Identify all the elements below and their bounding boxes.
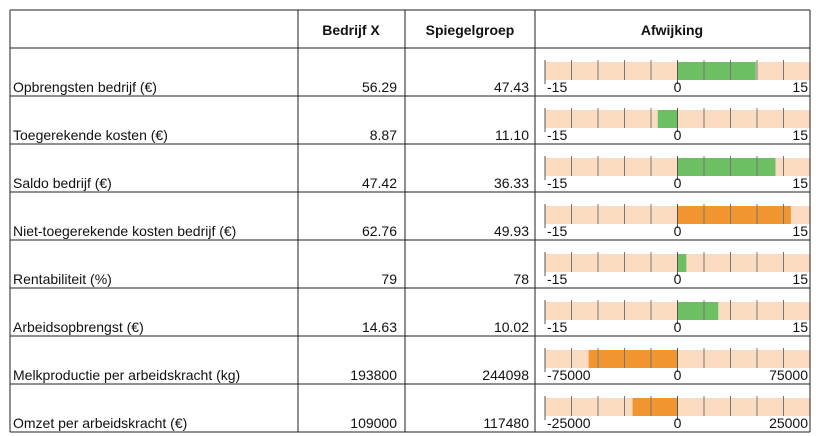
row-label: Opbrengsten bedrijf (€) <box>13 79 157 95</box>
deviation-bar <box>677 302 719 320</box>
tick-label: -15 <box>547 223 567 239</box>
cell-value: 117480 <box>483 415 529 431</box>
tick-label: 15 <box>792 223 808 239</box>
row-label: Saldo bedrijf (€) <box>13 175 112 191</box>
deviation-bar <box>677 62 756 80</box>
deviation-bar <box>657 110 678 128</box>
tick-label: -15 <box>547 175 567 191</box>
cell-value: 14.63 <box>362 319 397 335</box>
cell-value: 47.42 <box>362 175 397 191</box>
tick-label: 15 <box>792 319 808 335</box>
cell-value: 56.29 <box>362 79 397 95</box>
row-label: Rentabiliteit (%) <box>13 271 112 287</box>
deviation-bar <box>677 206 791 224</box>
tick-label: 0 <box>674 79 682 95</box>
cell-value: 8.87 <box>370 127 397 143</box>
cell-value: 78 <box>513 271 529 287</box>
cell-value: 49.93 <box>494 223 529 239</box>
tick-label: 0 <box>674 415 682 431</box>
tick-label: 15 <box>792 79 808 95</box>
row-label: Arbeidsopbrengst (€) <box>13 319 144 335</box>
column-header: Bedrijf X <box>322 22 380 38</box>
cell-value: 11.10 <box>495 127 529 143</box>
tick-label: -25000 <box>547 415 591 431</box>
column-header: Afwijking <box>641 22 703 38</box>
cell-value: 36.33 <box>494 175 529 191</box>
deviation-bar <box>677 254 687 272</box>
tick-label: -15 <box>547 79 567 95</box>
tick-label: -15 <box>547 127 567 143</box>
tick-label: 0 <box>674 367 682 383</box>
column-header: Spiegelgroep <box>426 22 515 38</box>
tick-label: 15 <box>792 271 808 287</box>
cell-value: 244098 <box>482 367 529 383</box>
deviation-bar <box>677 158 776 176</box>
tick-label: 0 <box>674 223 682 239</box>
deviation-bar <box>632 398 678 416</box>
tick-label: -15 <box>547 271 567 287</box>
tick-label: 0 <box>674 127 682 143</box>
cell-value: 62.76 <box>362 223 397 239</box>
cell-value: 10.02 <box>494 319 529 335</box>
tick-label: 15 <box>792 127 808 143</box>
tick-label: 15 <box>792 175 808 191</box>
tick-label: -75000 <box>547 367 591 383</box>
tick-label: 0 <box>674 271 682 287</box>
tick-label: 25000 <box>769 415 808 431</box>
tick-label: -15 <box>547 319 567 335</box>
row-label: Melkproductie per arbeidskracht (kg) <box>13 367 240 383</box>
cell-value: 193800 <box>350 367 397 383</box>
cell-value: 47.43 <box>494 79 529 95</box>
row-label: Omzet per arbeidskracht (€) <box>13 415 187 431</box>
cell-value: 109000 <box>350 415 397 431</box>
deviation-bar <box>588 350 678 368</box>
row-label: Toegerekende kosten (€) <box>13 127 168 143</box>
tick-label: 0 <box>674 175 682 191</box>
cell-value: 79 <box>381 271 397 287</box>
row-label: Niet-toegerekende kosten bedrijf (€) <box>13 223 236 239</box>
tick-label: 0 <box>674 319 682 335</box>
tick-label: 75000 <box>769 367 808 383</box>
